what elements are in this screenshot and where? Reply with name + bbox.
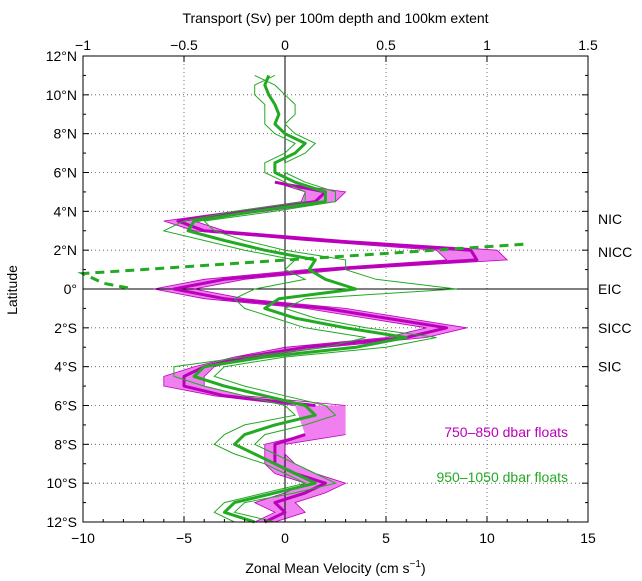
top-tick-label: 1 (483, 37, 491, 53)
series-750-850-mean (264, 433, 327, 524)
y-tick-label: 10°N (46, 87, 77, 103)
current-label: EIC (598, 281, 621, 297)
chart-title: Transport (Sv) per 100m depth and 100km … (182, 10, 488, 26)
series-dashed (77, 242, 524, 291)
legend: 750–850 dbar floats 950–1050 dbar floats (436, 424, 568, 485)
top-tick-label: 0.5 (376, 37, 396, 53)
band-750-850 (254, 405, 346, 522)
series-750-850-lower (153, 181, 448, 406)
y-tick-label: 12°N (46, 48, 77, 64)
y-tick-label: 10°S (46, 475, 77, 491)
current-label: SICC (598, 320, 631, 336)
legend-entry-750-850: 750–850 dbar floats (444, 424, 568, 440)
series-950-1050-mean (186, 74, 408, 524)
x-tick-label: 0 (281, 530, 289, 546)
y-tick-label: 2°N (54, 242, 78, 258)
series-950-1050-upper (203, 74, 457, 523)
x-tick-label: −5 (176, 530, 192, 546)
current-label: SIC (598, 359, 621, 375)
y-tick-label: 4°S (54, 359, 77, 375)
x-tick-label: −10 (71, 530, 95, 546)
top-tick-label: −1 (75, 37, 91, 53)
y-tick-label: 2°S (54, 320, 77, 336)
current-label: NICC (598, 244, 632, 260)
current-label: NIC (598, 211, 622, 227)
y-tick-label: 6°S (54, 398, 77, 414)
y-axis-label: Latitude (4, 265, 20, 315)
y-tick-label: 6°N (54, 165, 78, 181)
x-tick-label: 5 (382, 530, 390, 546)
axis-ticks (82, 55, 589, 523)
y-tick-label: 4°N (54, 203, 78, 219)
x-tick-label: 10 (479, 530, 495, 546)
top-tick-label: 1.5 (578, 37, 598, 53)
current-labels: NIC NICC EIC SICC SIC (598, 211, 632, 375)
x-axis-label: Zonal Mean Velocity (cm s−1) (245, 559, 425, 576)
top-tick-label: 0 (281, 37, 289, 53)
x-tick-label: 15 (580, 530, 596, 546)
y-tick-label: 8°S (54, 436, 77, 452)
top-tick-label: −0.5 (170, 37, 198, 53)
series-lines (77, 74, 524, 524)
series-950-1050-lower (162, 74, 366, 523)
series-750-850-upper (274, 434, 347, 523)
y-tick-label: 0° (64, 281, 77, 297)
y-tick-label: 12°S (46, 514, 77, 530)
legend-entry-950-1050: 950–1050 dbar floats (436, 469, 568, 485)
tick-labels: −10 −5 0 5 10 15 −1 −0.5 0 0.5 1 1.5 12°N 10°N 8°N 6°N 4… (46, 37, 598, 546)
y-tick-label: 8°N (54, 126, 78, 142)
